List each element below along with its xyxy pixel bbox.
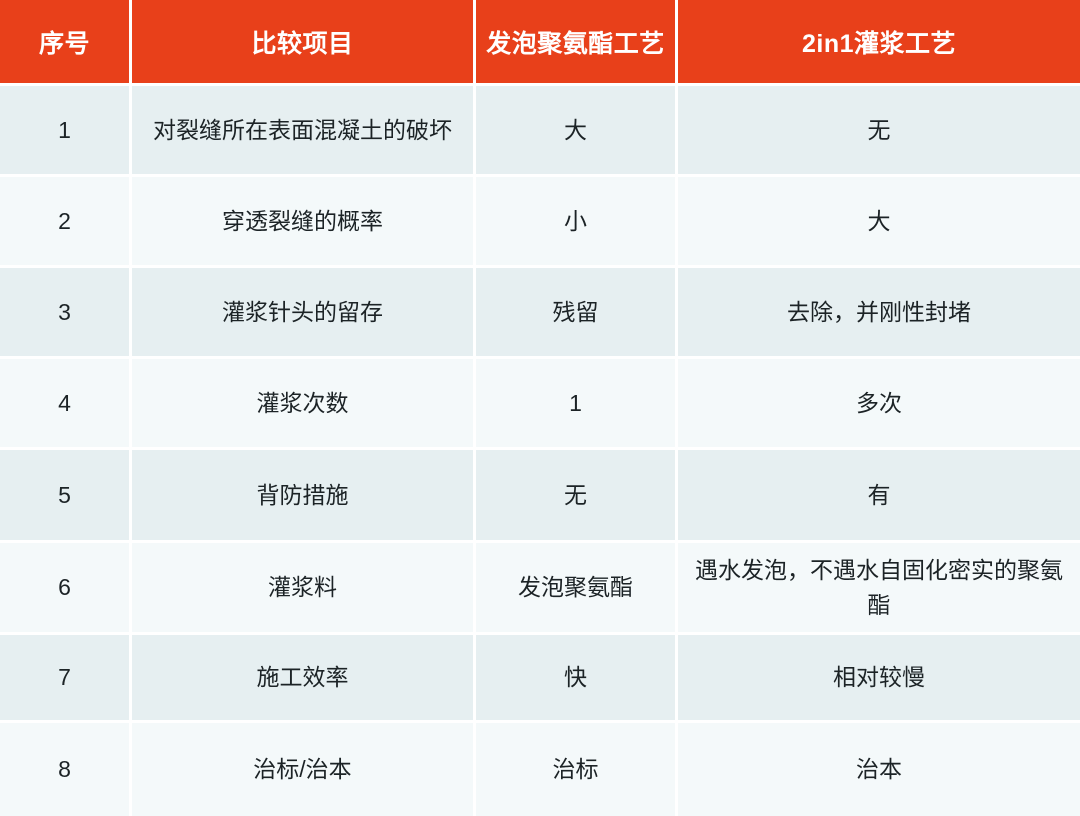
table-row: 7 施工效率 快 相对较慢 [0,635,1080,723]
cell-index: 1 [0,86,132,177]
cell-index: 2 [0,177,132,268]
table-header: 序号 比较项目 发泡聚氨酯工艺 2in1灌浆工艺 [0,0,1080,86]
table-row: 6 灌浆料 发泡聚氨酯 遇水发泡，不遇水自固化密实的聚氨酯 [0,543,1080,635]
table-row: 5 背防措施 无 有 [0,450,1080,543]
cell-pu: 治标 [476,723,678,816]
table-row: 1 对裂缝所在表面混凝土的破坏 大 无 [0,86,1080,177]
table-body: 1 对裂缝所在表面混凝土的破坏 大 无 2 穿透裂缝的概率 小 大 3 灌浆针头… [0,86,1080,816]
cell-2in1: 治本 [678,723,1080,816]
cell-2in1: 有 [678,450,1080,543]
cell-2in1: 去除，并刚性封堵 [678,268,1080,359]
cell-item: 灌浆针头的留存 [132,268,476,359]
cell-pu: 大 [476,86,678,177]
cell-pu: 残留 [476,268,678,359]
column-header-pu: 发泡聚氨酯工艺 [476,0,678,86]
cell-item: 治标/治本 [132,723,476,816]
cell-pu: 快 [476,635,678,723]
cell-2in1: 相对较慢 [678,635,1080,723]
cell-index: 8 [0,723,132,816]
cell-item: 穿透裂缝的概率 [132,177,476,268]
table-row: 2 穿透裂缝的概率 小 大 [0,177,1080,268]
cell-index: 5 [0,450,132,543]
column-header-index: 序号 [0,0,132,86]
cell-2in1: 多次 [678,359,1080,450]
column-header-item: 比较项目 [132,0,476,86]
cell-item: 背防措施 [132,450,476,543]
cell-pu: 无 [476,450,678,543]
cell-2in1: 无 [678,86,1080,177]
cell-pu: 小 [476,177,678,268]
header-row: 序号 比较项目 发泡聚氨酯工艺 2in1灌浆工艺 [0,0,1080,86]
cell-2in1: 大 [678,177,1080,268]
column-header-2in1: 2in1灌浆工艺 [678,0,1080,86]
cell-index: 3 [0,268,132,359]
cell-pu: 发泡聚氨酯 [476,543,678,635]
table-row: 4 灌浆次数 1 多次 [0,359,1080,450]
cell-pu: 1 [476,359,678,450]
table-row: 3 灌浆针头的留存 残留 去除，并刚性封堵 [0,268,1080,359]
cell-index: 7 [0,635,132,723]
cell-item: 灌浆料 [132,543,476,635]
cell-index: 4 [0,359,132,450]
cell-item: 施工效率 [132,635,476,723]
cell-index: 6 [0,543,132,635]
cell-item: 灌浆次数 [132,359,476,450]
cell-item: 对裂缝所在表面混凝土的破坏 [132,86,476,177]
table-row: 8 治标/治本 治标 治本 [0,723,1080,816]
cell-2in1: 遇水发泡，不遇水自固化密实的聚氨酯 [678,543,1080,635]
